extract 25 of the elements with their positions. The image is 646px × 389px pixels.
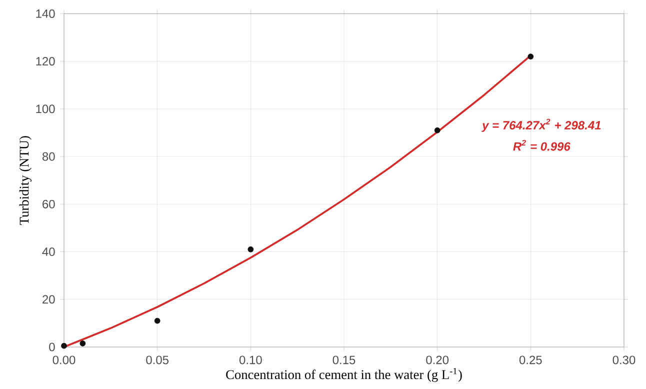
y-tick-label: 0 xyxy=(49,342,55,352)
y-axis-title: Turbidity (NTU) xyxy=(19,136,32,225)
x-tick-label: 0.00 xyxy=(52,356,76,364)
x-tick-label: 0.25 xyxy=(519,356,542,364)
y-tick-label: 120 xyxy=(36,57,55,66)
point xyxy=(154,318,160,324)
x-tick-label: 0.15 xyxy=(332,356,356,364)
y-tick-label: 80 xyxy=(42,152,55,161)
point xyxy=(80,340,86,346)
annotation: R$^{2}$ = 0.996 xyxy=(513,140,570,151)
x-axis-title: Concentration of cement in the water (g L$^{-1}$) xyxy=(226,368,462,382)
x-tick-label: 0.20 xyxy=(426,356,449,364)
point xyxy=(61,342,67,349)
x-tick-label: 0.30 xyxy=(612,356,636,364)
x-tick-label: 0.10 xyxy=(239,356,262,364)
y-tick-label: 20 xyxy=(42,295,55,304)
point xyxy=(434,127,440,134)
point xyxy=(528,54,534,60)
y-tick-label: 100 xyxy=(36,104,55,114)
y-tick-label: 140 xyxy=(36,9,55,18)
x-tick-label: 0.05 xyxy=(146,356,169,364)
point xyxy=(248,246,254,252)
y-tick-label: 60 xyxy=(42,200,55,208)
y-tick-label: 40 xyxy=(42,247,55,256)
annotation: y = 764.27x$^{2}$ + 298.41 xyxy=(482,118,601,132)
